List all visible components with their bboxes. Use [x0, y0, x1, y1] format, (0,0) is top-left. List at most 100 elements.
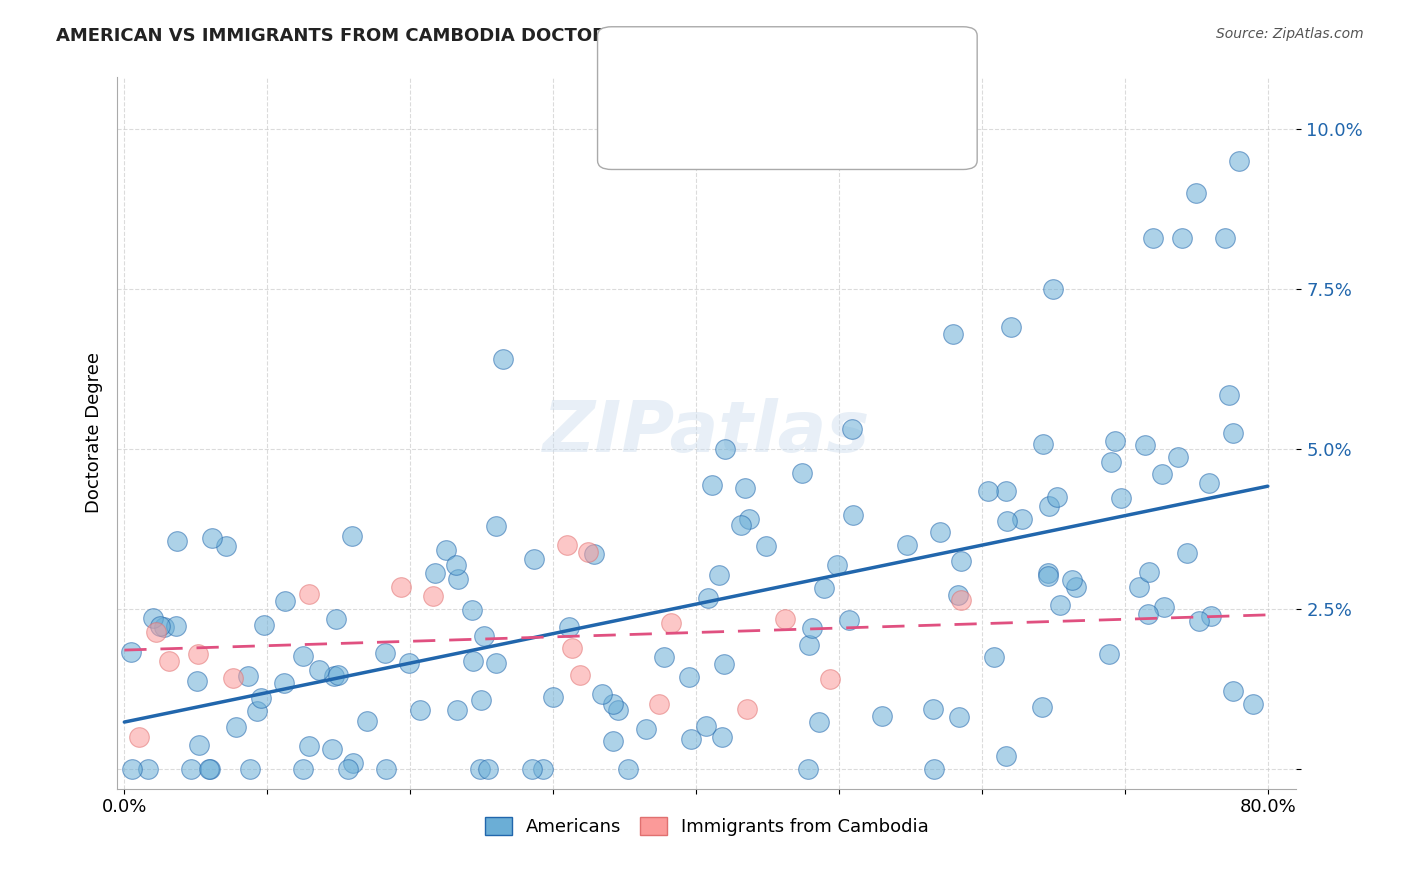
Americans: [713, 442, 735, 456]
Americans: [444, 558, 467, 572]
Americans: [323, 669, 346, 683]
Americans: [142, 611, 165, 625]
Americans: [1049, 598, 1071, 612]
Americans: [485, 657, 508, 671]
Immigrants from Cambodia: [950, 593, 973, 607]
Americans: [1153, 599, 1175, 614]
Americans: [983, 649, 1005, 664]
Americans: [492, 352, 515, 367]
Americans: [842, 508, 865, 522]
Americans: [948, 709, 970, 723]
Immigrants from Cambodia: [298, 587, 321, 601]
Americans: [236, 668, 259, 682]
Immigrants from Cambodia: [186, 647, 208, 661]
Americans: [921, 702, 943, 716]
Americans: [273, 675, 295, 690]
Americans: [1177, 546, 1199, 560]
Americans: [838, 613, 860, 627]
Y-axis label: Doctorate Degree: Doctorate Degree: [86, 352, 103, 514]
Americans: [461, 603, 484, 617]
Americans: [337, 762, 360, 776]
Americans: [1213, 230, 1236, 244]
Immigrants from Cambodia: [157, 654, 180, 668]
Americans: [485, 519, 508, 533]
Americans: [1038, 566, 1060, 581]
Americans: [239, 762, 262, 776]
Americans: [326, 668, 349, 682]
Americans: [707, 568, 730, 582]
Americans: [166, 533, 188, 548]
Americans: [1185, 186, 1208, 200]
Americans: [602, 697, 624, 711]
Americans: [734, 481, 756, 495]
Americans: [591, 687, 613, 701]
Americans: [470, 693, 492, 707]
Americans: [1104, 434, 1126, 448]
Immigrants from Cambodia: [561, 640, 583, 655]
Americans: [186, 673, 208, 688]
Americans: [356, 714, 378, 728]
Americans: [652, 650, 675, 665]
Americans: [697, 591, 720, 606]
Americans: [321, 742, 343, 756]
Americans: [607, 703, 630, 717]
Immigrants from Cambodia: [222, 671, 245, 685]
Americans: [152, 619, 174, 633]
Americans: [1011, 512, 1033, 526]
Americans: [522, 762, 544, 776]
Text: AMERICAN VS IMMIGRANTS FROM CAMBODIA DOCTORATE DEGREE CORRELATION CHART: AMERICAN VS IMMIGRANTS FROM CAMBODIA DOC…: [56, 27, 952, 45]
Americans: [808, 715, 831, 730]
Americans: [250, 690, 273, 705]
Americans: [946, 588, 969, 602]
Immigrants from Cambodia: [659, 615, 682, 630]
Americans: [755, 539, 778, 553]
Americans: [841, 422, 863, 436]
Americans: [1198, 476, 1220, 491]
Americans: [246, 704, 269, 718]
Americans: [813, 581, 835, 595]
Immigrants from Cambodia: [735, 702, 758, 716]
Americans: [468, 762, 491, 776]
Americans: [870, 709, 893, 723]
Americans: [713, 657, 735, 671]
Americans: [165, 618, 187, 632]
Americans: [461, 654, 484, 668]
Americans: [1097, 647, 1119, 661]
Americans: [477, 762, 499, 776]
Text: ZIPatlas: ZIPatlas: [543, 399, 870, 467]
Americans: [994, 484, 1017, 499]
Americans: [523, 552, 546, 566]
Americans: [1201, 609, 1223, 624]
Americans: [1046, 491, 1069, 505]
Americans: [447, 573, 470, 587]
Immigrants from Cambodia: [422, 590, 444, 604]
Americans: [214, 539, 236, 553]
Americans: [1136, 607, 1159, 621]
Americans: [1036, 569, 1059, 583]
Americans: [797, 762, 820, 776]
Americans: [616, 762, 638, 776]
Americans: [325, 612, 347, 626]
Americans: [1188, 614, 1211, 628]
Americans: [198, 762, 221, 776]
Americans: [790, 467, 813, 481]
Americans: [1133, 438, 1156, 452]
Americans: [446, 703, 468, 717]
Americans: [198, 762, 221, 776]
Americans: [375, 762, 398, 776]
Immigrants from Cambodia: [128, 731, 150, 745]
Americans: [201, 531, 224, 545]
Americans: [995, 749, 1018, 764]
Americans: [120, 644, 142, 658]
Americans: [1060, 573, 1083, 587]
Americans: [738, 511, 761, 525]
Americans: [1038, 499, 1060, 513]
Americans: [225, 720, 247, 734]
Americans: [1227, 153, 1250, 168]
Americans: [1064, 580, 1087, 594]
Americans: [149, 619, 172, 633]
Americans: [995, 515, 1018, 529]
Americans: [423, 566, 446, 581]
Americans: [1167, 450, 1189, 465]
Americans: [308, 663, 330, 677]
